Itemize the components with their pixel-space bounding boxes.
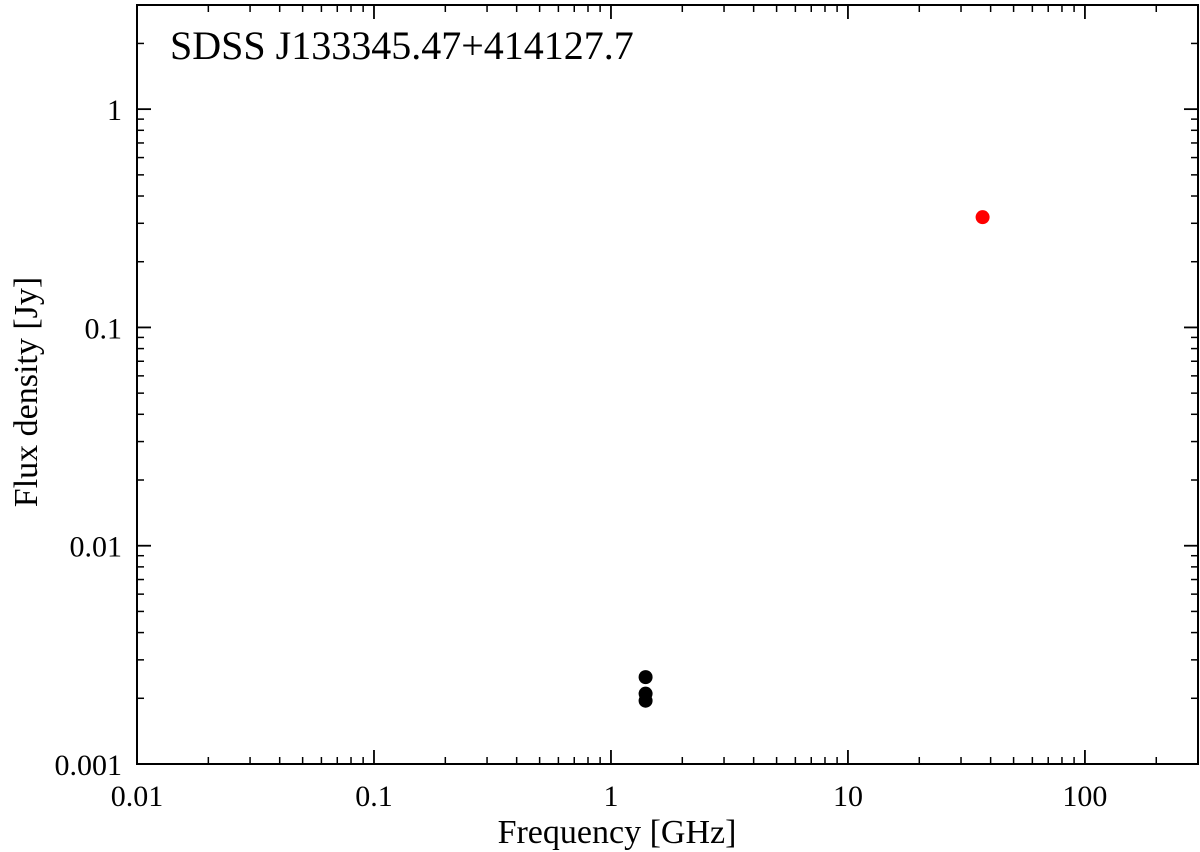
chart-title: SDSS J133345.47+414127.7 bbox=[170, 23, 634, 68]
data-point bbox=[638, 670, 653, 685]
x-axis-label: Frequency [GHz] bbox=[498, 814, 737, 851]
plot-frame bbox=[136, 4, 1199, 765]
x-tick-label: 0.1 bbox=[355, 780, 393, 813]
y-tick-label: 0.01 bbox=[70, 531, 123, 564]
data-point bbox=[975, 210, 990, 225]
data-point bbox=[638, 693, 653, 708]
major-ticks bbox=[136, 5, 1198, 765]
y-tick-labels: 0.001 0.01 0.1 1 bbox=[55, 94, 123, 782]
y-axis-label: Flux density [Jy] bbox=[8, 277, 45, 507]
y-tick-label: 0.1 bbox=[85, 312, 123, 345]
minor-ticks bbox=[137, 5, 1198, 764]
data-points bbox=[638, 210, 990, 708]
y-tick-label: 1 bbox=[107, 94, 122, 127]
x-tick-label: 100 bbox=[1062, 780, 1107, 813]
x-tick-label: 1 bbox=[603, 780, 618, 813]
y-tick-label: 0.001 bbox=[55, 749, 123, 782]
x-tick-label: 0.01 bbox=[111, 780, 164, 813]
x-tick-label: 10 bbox=[833, 780, 863, 813]
x-tick-labels: 0.01 0.1 1 10 100 bbox=[111, 780, 1108, 813]
